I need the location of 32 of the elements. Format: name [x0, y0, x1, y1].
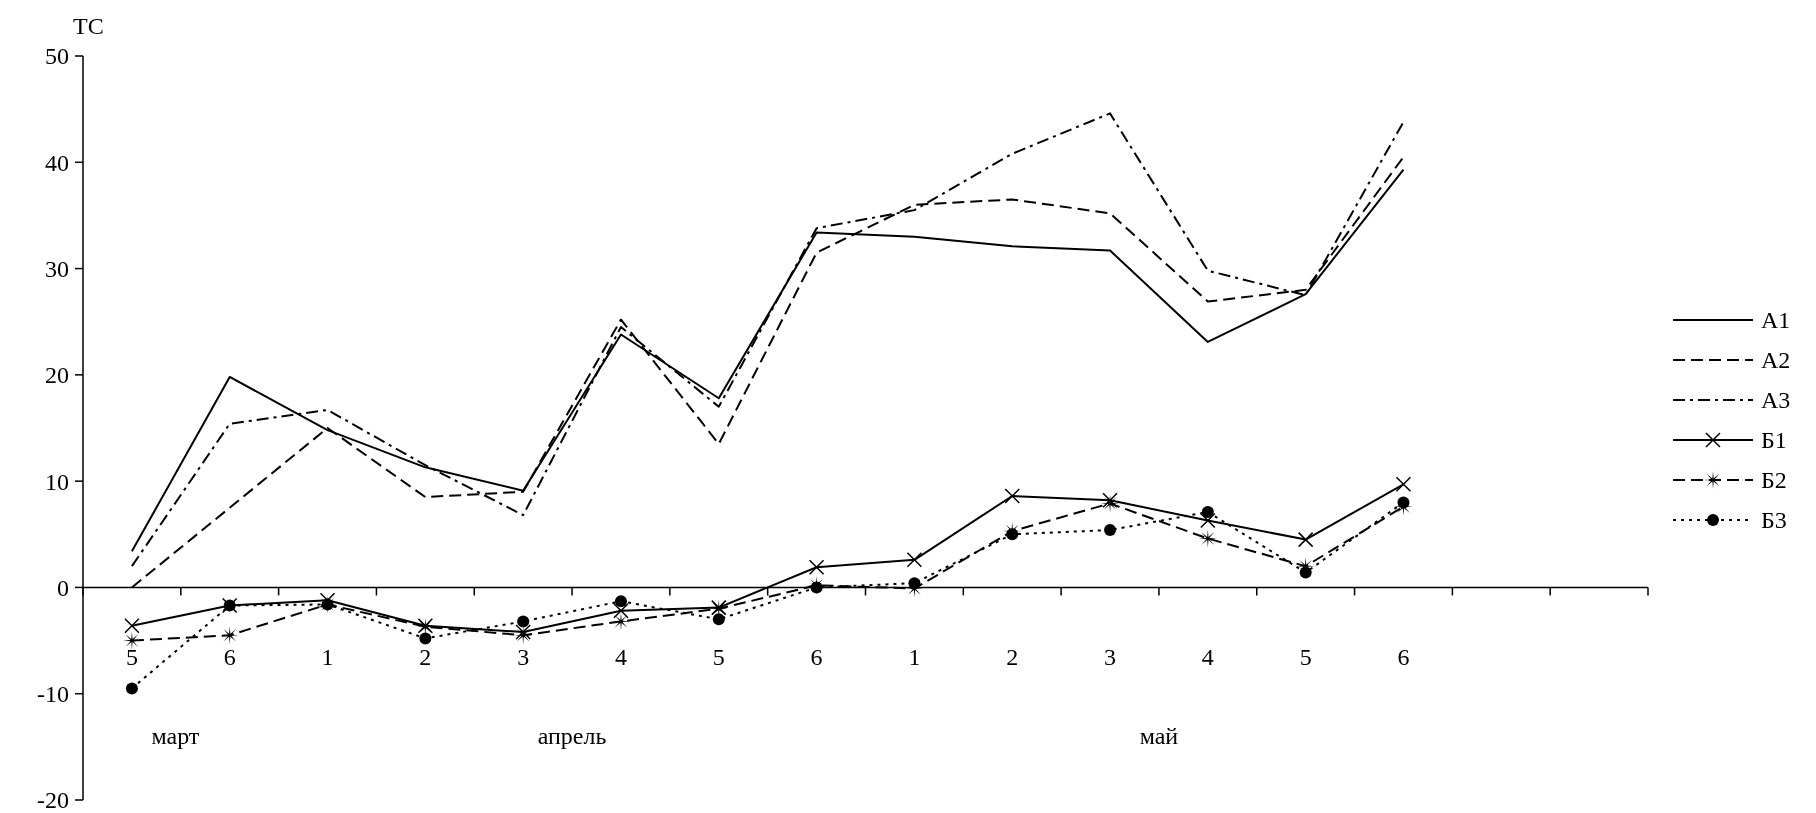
x-tick-label: 3 [517, 644, 530, 671]
annotation: май [1139, 722, 1179, 749]
y-tick-label: 0 [57, 574, 69, 601]
x-tick-label: 6 [810, 644, 823, 671]
y-tick-label: 30 [45, 255, 69, 282]
x-tick-label: 1 [908, 644, 921, 671]
x-tick-label: 2 [1006, 644, 1019, 671]
x-tick-label: 5 [125, 644, 138, 671]
legend-label: A2 [1761, 347, 1791, 374]
y-tick-label: -10 [37, 681, 69, 708]
x-tick-label: 5 [1299, 644, 1312, 671]
y-tick-label: 10 [45, 468, 69, 495]
y-axis-title: TC [73, 13, 104, 39]
x-tick-label: 5 [712, 644, 725, 671]
x-tick-label: 1 [321, 644, 334, 671]
y-tick-label: 20 [45, 362, 69, 389]
x-tick-label: 4 [1201, 644, 1214, 671]
annotation: март [151, 722, 200, 749]
legend-label: Б1 [1761, 427, 1787, 454]
annotation: апрель [537, 722, 607, 749]
x-tick-label: 3 [1104, 644, 1117, 671]
y-tick-label: 40 [45, 149, 69, 176]
x-tick-label: 6 [223, 644, 236, 671]
y-tick-label: -20 [37, 787, 69, 813]
x-tick-label: 2 [419, 644, 432, 671]
x-tick-label: 6 [1397, 644, 1410, 671]
legend-label: A1 [1761, 307, 1791, 334]
legend-label: A3 [1761, 387, 1791, 414]
y-tick-label: 50 [45, 43, 69, 70]
legend-label: Б3 [1761, 507, 1787, 534]
x-tick-label: 4 [614, 644, 627, 671]
legend-label: Б2 [1761, 467, 1787, 494]
